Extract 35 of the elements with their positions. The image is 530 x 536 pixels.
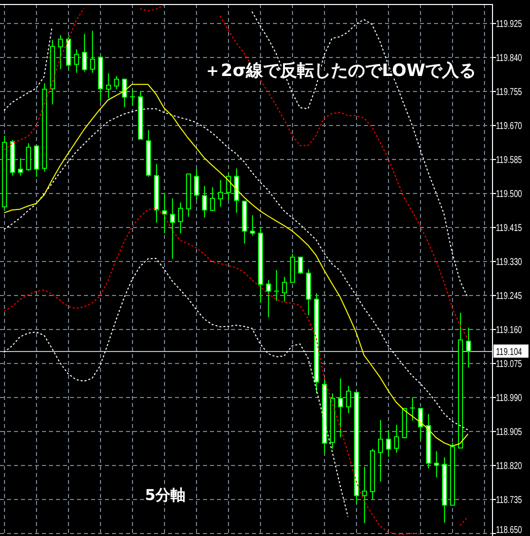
candlestick [210, 186, 215, 212]
candlestick [338, 378, 343, 438]
candlestick [434, 450, 439, 478]
candlestick [202, 186, 207, 218]
candlestick [282, 276, 287, 302]
candlestick [106, 72, 111, 99]
candlestick [266, 280, 271, 318]
candlestick [114, 76, 119, 90]
candlestick [274, 270, 279, 302]
candlestick [386, 430, 391, 458]
candlestick [82, 34, 87, 72]
candlestick [234, 168, 239, 214]
candlestick [162, 192, 167, 234]
candlestick [170, 198, 175, 260]
candlestick [362, 466, 367, 524]
candlestick [34, 146, 39, 178]
candlestick [58, 34, 63, 70]
candlestick [74, 48, 79, 74]
candlestick [410, 396, 415, 422]
candlestick [90, 30, 95, 74]
candlestick [122, 78, 127, 108]
candlestick [26, 142, 31, 172]
candlestick [130, 88, 135, 106]
candlestick [394, 424, 399, 454]
annotation: ＋2σ線で反転したのでLOWで入る [204, 61, 476, 81]
candlestick [346, 386, 351, 414]
candlestick [18, 158, 23, 176]
candlestick [378, 420, 383, 482]
candlestick [194, 168, 199, 200]
candlestick [466, 327, 471, 368]
candlestick [218, 180, 223, 208]
candlestick [226, 172, 231, 200]
candlestick [418, 408, 423, 440]
candlestick [250, 214, 255, 236]
candlestick [178, 202, 183, 234]
